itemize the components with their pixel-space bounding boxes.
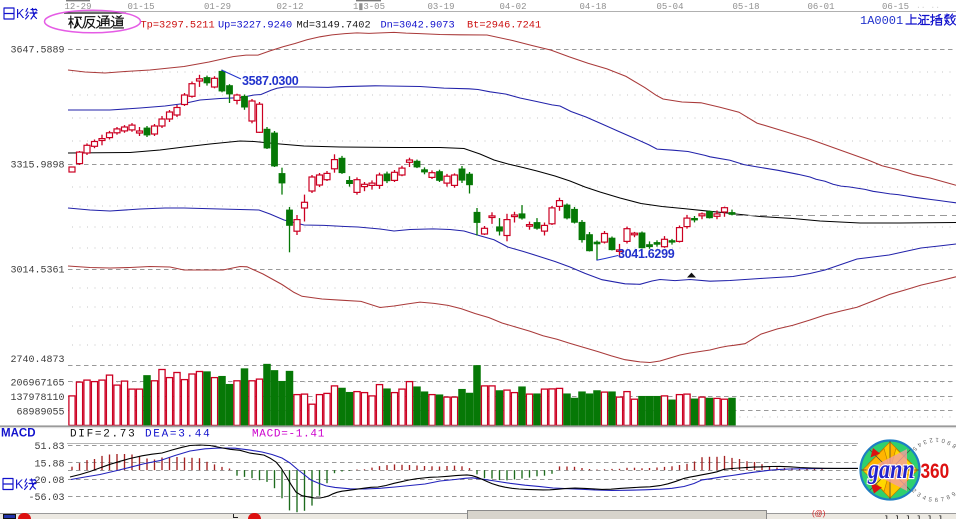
- svg-text:K: K: [16, 7, 25, 21]
- svg-text:360: 360: [921, 459, 950, 483]
- svg-text:gann: gann: [867, 455, 915, 485]
- svg-text:K: K: [15, 478, 24, 492]
- svg-text:MACD: MACD: [1, 428, 36, 440]
